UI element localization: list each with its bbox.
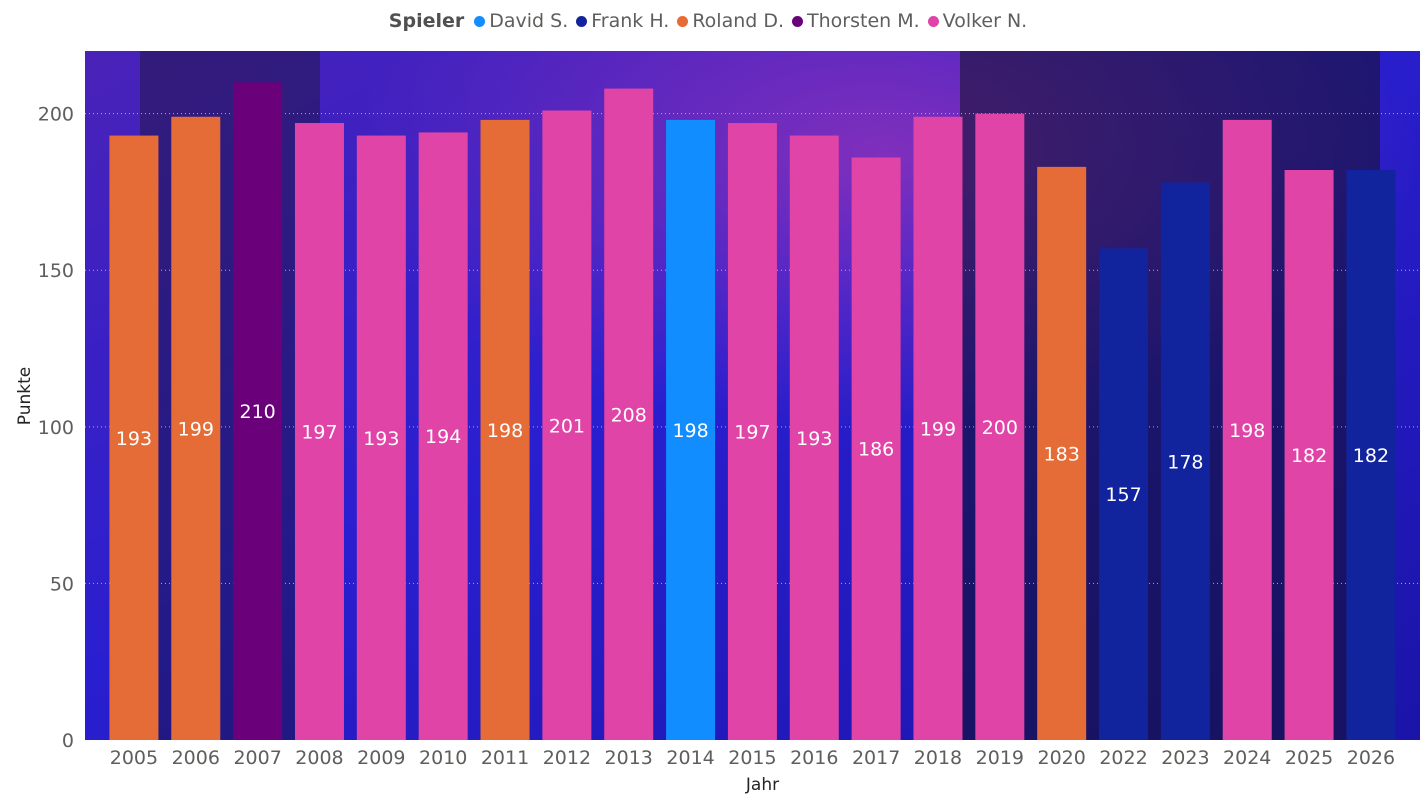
x-tick-label: 2019 [976,747,1024,769]
bar-2006 [171,116,221,740]
data-label: 199 [920,418,956,440]
legend-dot-icon [677,15,689,27]
data-label: 193 [363,428,399,450]
bar-2014 [666,119,716,740]
data-label: 198 [672,420,708,442]
bar-2013 [604,88,654,741]
x-tick-label: 2026 [1347,747,1395,769]
bar-2007 [233,82,283,741]
x-tick-label: 2020 [1037,747,1085,769]
y-tick-label: 200 [38,104,74,126]
x-tick-label: 2008 [295,747,343,769]
data-label: 157 [1105,484,1141,506]
bar-2022 [1099,248,1149,740]
x-tick-label: 2015 [728,747,776,769]
y-axis-title: Punkte [15,367,35,425]
data-label: 182 [1291,445,1327,467]
bar-2024 [1222,119,1272,740]
y-tick-label: 50 [50,573,74,595]
data-label: 182 [1353,445,1389,467]
legend-title: Spieler [388,10,465,32]
legend-item[interactable]: Volker N. [927,10,1028,32]
bar-2005 [109,135,159,741]
x-tick-label: 2017 [852,747,900,769]
data-label: 193 [796,428,832,450]
data-label: 186 [858,439,894,461]
bar-2017 [851,157,901,740]
data-label: 198 [1229,420,1265,442]
bar-2023 [1160,182,1210,740]
data-label: 210 [239,401,275,423]
data-label: 178 [1167,451,1203,473]
bar-2025 [1284,170,1334,740]
y-tick-label: 100 [38,417,74,439]
x-tick-label: 2012 [543,747,591,769]
legend-item[interactable]: David S. [474,10,568,32]
data-label: 199 [178,418,214,440]
data-label: 193 [116,428,152,450]
legend-label: Roland D. [692,10,785,32]
legend-label: Volker N. [942,10,1028,32]
bar-2018 [913,116,963,740]
data-label: 194 [425,426,461,448]
bar-2010 [418,132,468,741]
data-label: 197 [301,422,337,444]
x-tick-label: 2016 [790,747,838,769]
x-tick-label: 2011 [481,747,529,769]
x-tick-label: 2006 [172,747,220,769]
bar-2016 [789,135,839,741]
bar-2020 [1037,166,1087,741]
data-label: 183 [1044,443,1080,465]
bar-2019 [975,113,1025,741]
chart-legend: Spieler David S. Frank H. Roland D. Thorste… [0,10,1424,32]
x-tick-label: 2007 [233,747,281,769]
background-shadow [140,51,320,740]
x-tick-label: 2024 [1223,747,1271,769]
legend-label: Frank H. [591,10,670,32]
legend-item[interactable]: Frank H. [576,10,669,32]
bar-2008 [294,123,344,741]
bar-2015 [727,123,777,741]
x-tick-label: 2018 [914,747,962,769]
legend-item[interactable]: Roland D. [677,10,784,32]
legend-dot-icon [474,15,486,27]
legend-dot-icon [792,15,804,27]
legend-dot-icon [927,15,939,27]
x-axis-title: Jahr [745,775,779,795]
y-tick-label: 0 [62,730,74,752]
x-tick-label: 2013 [605,747,653,769]
data-label: 198 [487,420,523,442]
bar-2011 [480,119,530,740]
bar-2009 [356,135,406,741]
y-tick-label: 150 [38,260,74,282]
x-tick-label: 2009 [357,747,405,769]
legend-label: David S. [489,10,569,32]
data-label: 208 [611,404,647,426]
legend-label: Thorsten M. [807,10,920,32]
data-label: 197 [734,422,770,444]
x-tick-label: 2025 [1285,747,1333,769]
x-tick-label: 2023 [1161,747,1209,769]
bar-2026 [1346,170,1396,740]
data-label: 201 [549,415,585,437]
x-tick-label: 2014 [666,747,714,769]
x-tick-label: 2010 [419,747,467,769]
bar-2012 [542,110,592,741]
legend-item[interactable]: Thorsten M. [792,10,920,32]
x-tick-label: 2005 [110,747,158,769]
x-tick-label: 2022 [1099,747,1147,769]
data-label: 200 [982,417,1018,439]
legend-dot-icon [576,15,588,27]
